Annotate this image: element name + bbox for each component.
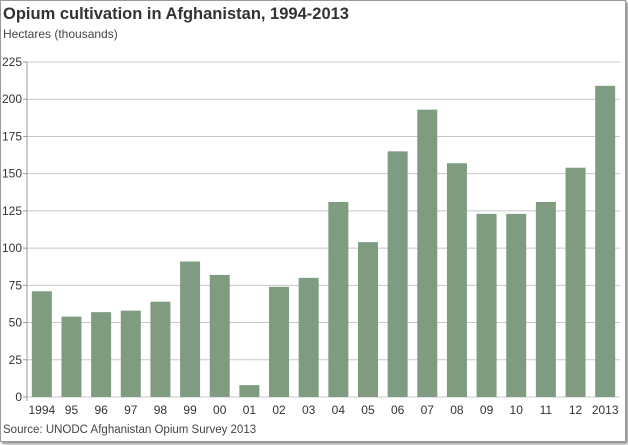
- bar-02: [269, 286, 290, 397]
- x-tick-label: 06: [391, 403, 405, 417]
- x-tick-label: 08: [450, 403, 464, 417]
- x-tick-label: 98: [154, 403, 168, 417]
- bar-03: [298, 277, 319, 397]
- y-tick-label: 75: [9, 278, 23, 292]
- x-tick-label: 02: [272, 403, 286, 417]
- y-axis-label: Hectares (thousands): [3, 27, 118, 41]
- bar-96: [91, 312, 112, 397]
- y-tick-label: 150: [2, 167, 22, 181]
- x-tick-label: 97: [124, 403, 138, 417]
- bar-1994: [31, 291, 52, 397]
- x-tick-label: 04: [332, 403, 346, 417]
- chart-title: Opium cultivation in Afghanistan, 1994-2…: [3, 5, 349, 23]
- x-tick-label: 03: [302, 403, 316, 417]
- bar-99: [180, 261, 201, 397]
- y-tick-label: 50: [9, 316, 23, 330]
- x-tick-label: 00: [213, 403, 227, 417]
- bar-00: [209, 274, 230, 397]
- x-tick-label: 09: [480, 403, 494, 417]
- bar-05: [357, 242, 378, 397]
- x-tick-label: 07: [421, 403, 435, 417]
- bar-01: [239, 385, 260, 397]
- x-tick-label: 12: [569, 403, 583, 417]
- bar-12: [565, 167, 586, 397]
- source-note: Source: UNODC Afghanistan Opium Survey 2…: [3, 424, 257, 436]
- x-tick-label: 96: [94, 403, 108, 417]
- x-tick-label: 11: [540, 403, 553, 417]
- bar-10: [506, 213, 527, 397]
- bar-97: [120, 310, 141, 397]
- bar-98: [150, 301, 171, 397]
- bar-06: [387, 151, 408, 397]
- x-tick-label: 95: [65, 403, 79, 417]
- bar-08: [446, 163, 467, 397]
- x-tick-label: 10: [510, 403, 524, 417]
- y-tick-label: 100: [2, 241, 22, 255]
- x-tick-label: 99: [183, 403, 197, 417]
- y-tick-label: 200: [2, 92, 22, 106]
- y-tick-label: 25: [9, 353, 23, 367]
- x-tick-label: 2013: [592, 403, 619, 417]
- bar-11: [535, 201, 556, 397]
- bar-07: [417, 109, 438, 398]
- bar-04: [328, 201, 349, 397]
- bar-2013: [595, 85, 616, 398]
- y-tick-label: 225: [2, 55, 22, 69]
- bar-95: [61, 316, 82, 397]
- bar-09: [476, 213, 497, 397]
- y-tick-label: 125: [2, 204, 22, 218]
- x-tick-label: 05: [361, 403, 375, 417]
- x-tick-label: 1994: [28, 403, 55, 417]
- y-tick-label: 0: [15, 390, 22, 404]
- x-tick-label: 01: [243, 403, 257, 417]
- y-tick-label: 175: [2, 129, 22, 143]
